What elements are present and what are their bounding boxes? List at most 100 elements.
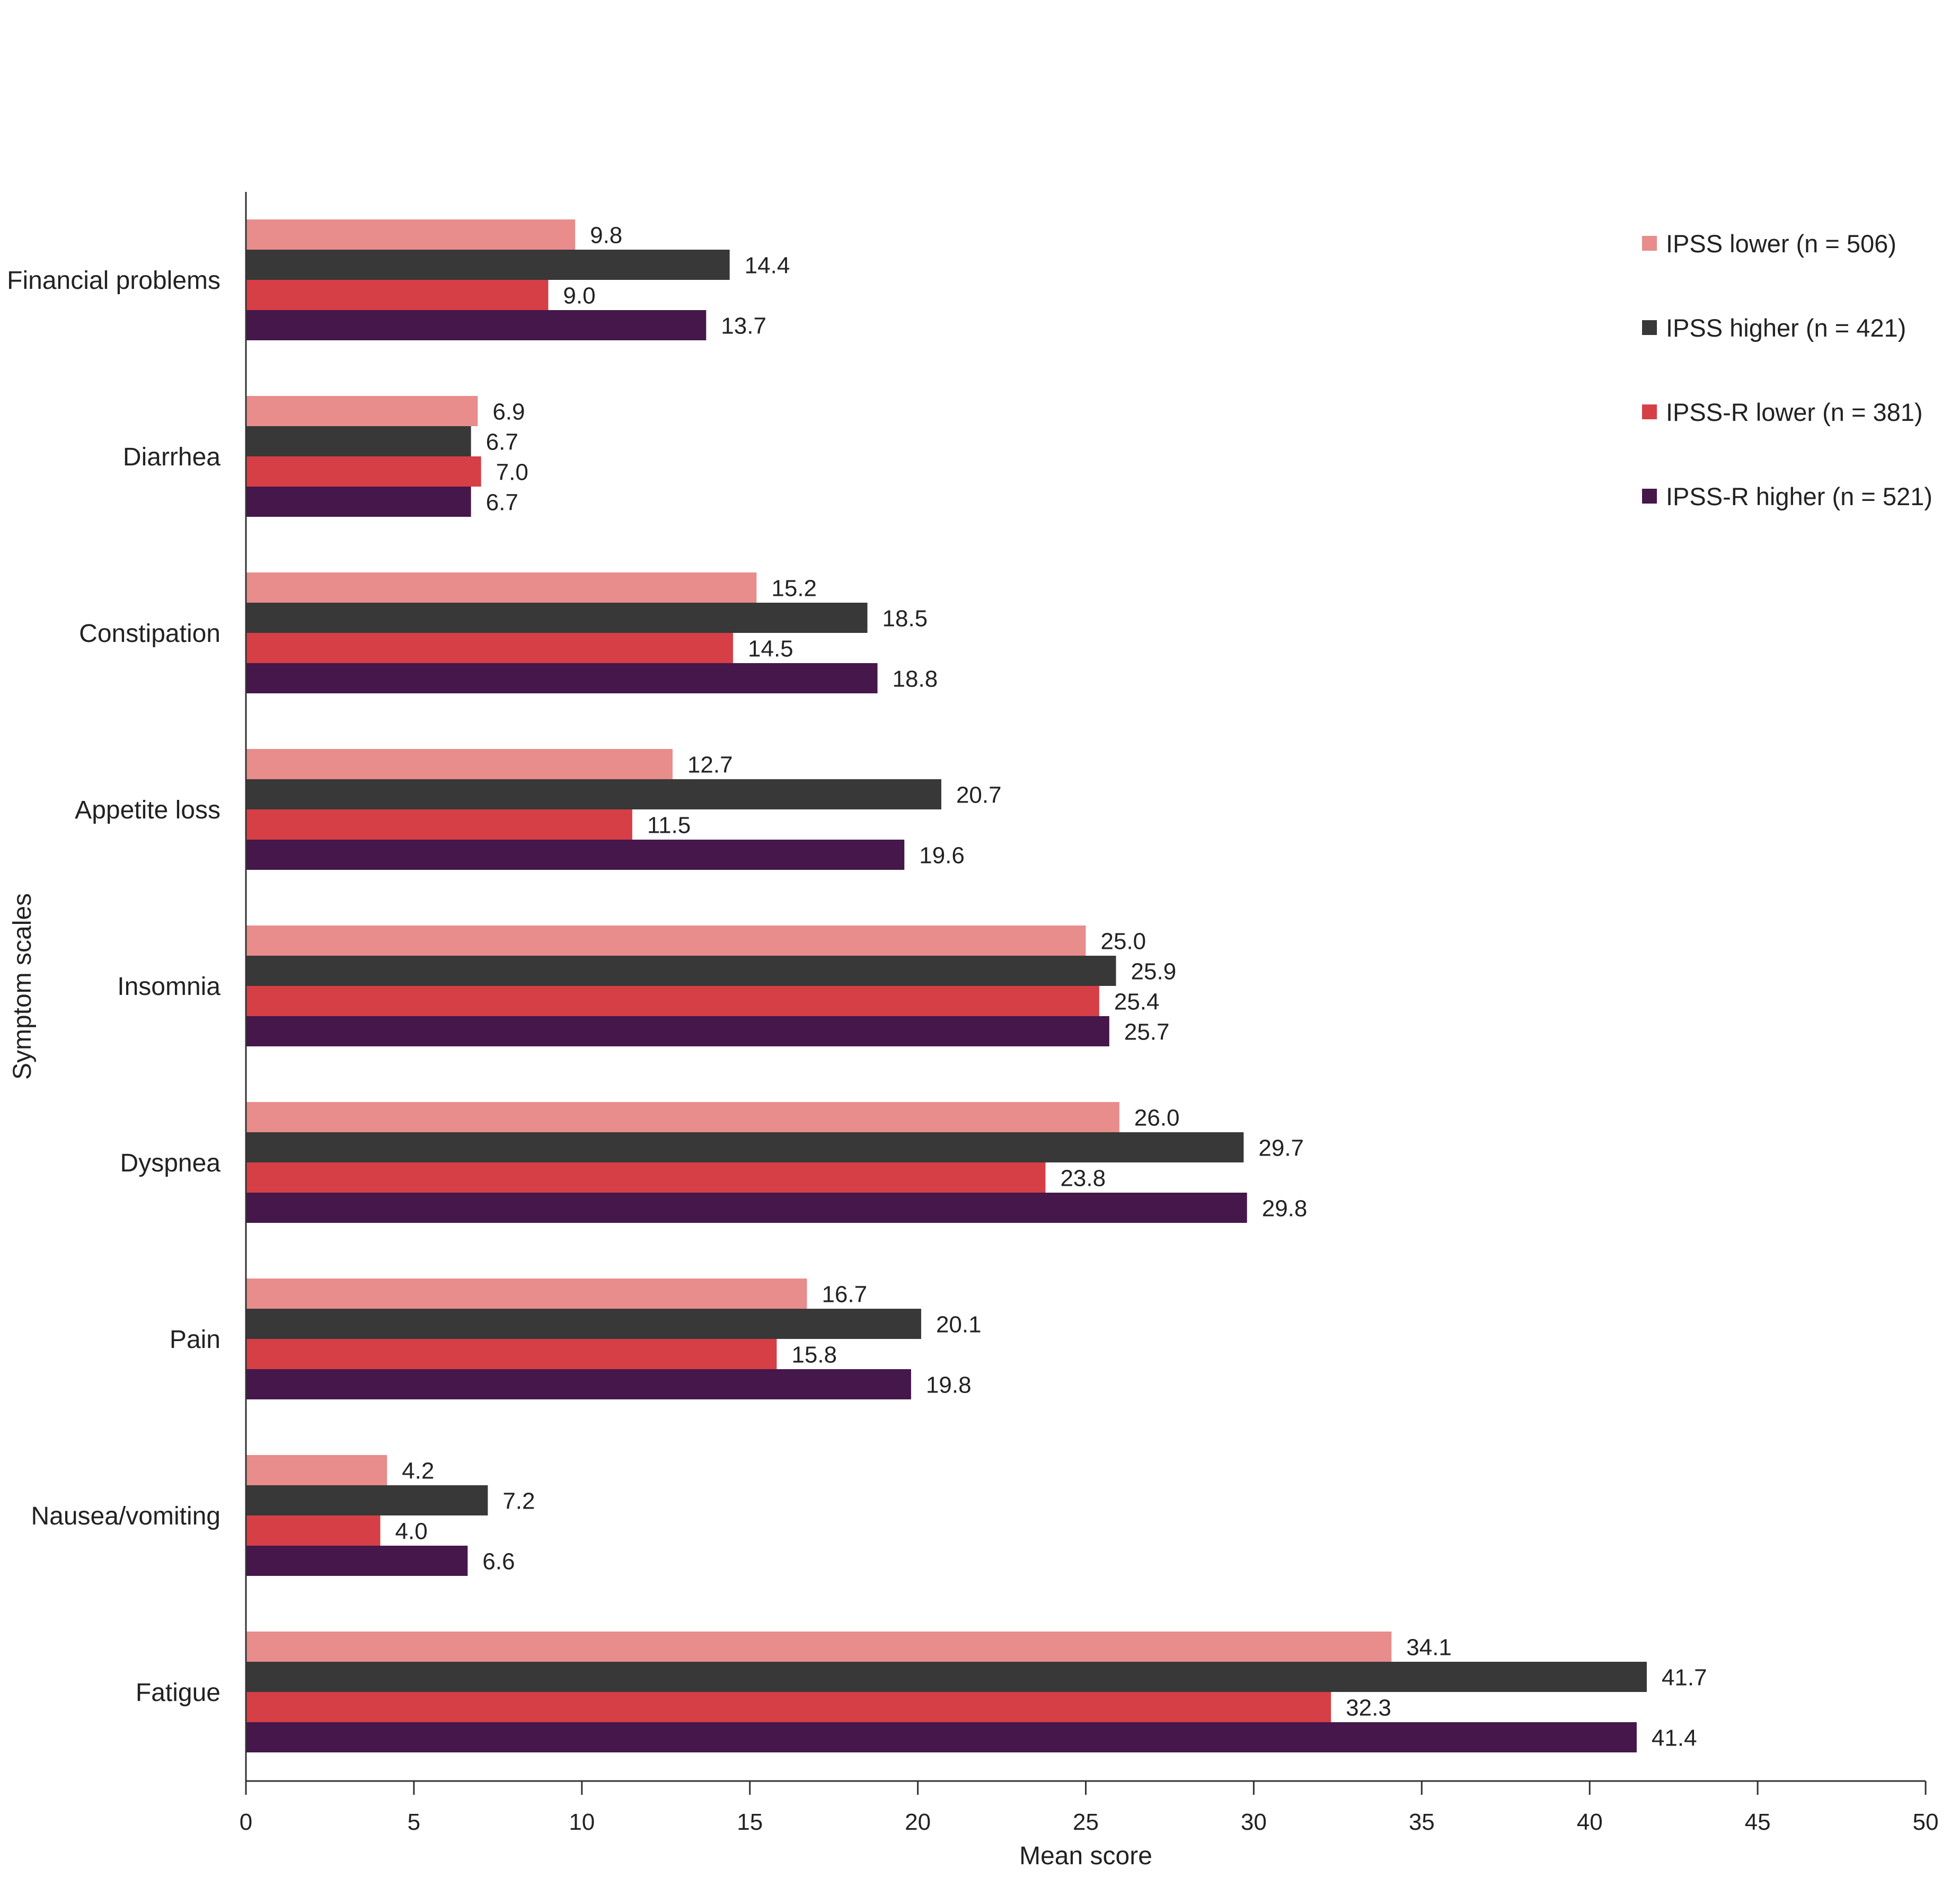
value-label-2-0: 15.2	[771, 576, 817, 602]
legend-swatch-0	[1642, 236, 1657, 251]
bar-7-0	[246, 1455, 387, 1485]
x-ticks-layer: 0 5 10 15 20 25 30 35 40 45 50	[240, 1781, 1939, 1835]
value-label-2-3: 18.8	[893, 666, 938, 692]
bar-6-0	[246, 1279, 807, 1309]
bar-5-0	[246, 1102, 1119, 1132]
bar-2-2	[246, 633, 734, 663]
bar-0-1	[246, 250, 730, 280]
value-label-7-0: 4.2	[402, 1458, 434, 1484]
value-label-3-3: 19.6	[919, 843, 965, 869]
value-label-4-1: 25.9	[1131, 959, 1177, 985]
value-label-7-1: 7.2	[502, 1488, 535, 1514]
bar-8-2	[246, 1692, 1331, 1722]
bar-8-1	[246, 1662, 1647, 1692]
value-label-5-0: 26.0	[1134, 1105, 1180, 1131]
x-tick-label-5: 25	[1073, 1809, 1099, 1835]
value-label-1-3: 6.7	[486, 490, 518, 516]
x-tick-label-3: 15	[737, 1809, 763, 1835]
bar-2-3	[246, 663, 878, 693]
category-label-5: Dyspnea	[120, 1149, 221, 1177]
bar-4-0	[246, 925, 1086, 956]
bar-3-0	[246, 749, 673, 779]
x-tick-label-6: 30	[1241, 1809, 1267, 1835]
bars-layer	[246, 219, 1647, 1752]
legend-swatch-2	[1642, 404, 1657, 419]
value-label-6-1: 20.1	[936, 1312, 982, 1338]
bar-2-1	[246, 603, 868, 633]
value-label-0-0: 9.8	[590, 223, 622, 249]
value-label-0-2: 9.0	[563, 283, 595, 309]
value-label-0-3: 13.7	[721, 313, 766, 339]
x-tick-label-9: 45	[1745, 1809, 1771, 1835]
bar-5-2	[246, 1162, 1046, 1193]
legend-label-2: IPSS-R lower (n = 381)	[1666, 398, 1923, 426]
value-label-1-0: 6.9	[492, 399, 525, 425]
category-label-4: Insomnia	[117, 973, 220, 1001]
category-labels-layer: Financial problems Diarrhea Constipation Ap…	[7, 267, 220, 1707]
value-label-8-3: 41.4	[1652, 1725, 1697, 1751]
bar-3-3	[246, 840, 905, 870]
bar-0-3	[246, 310, 707, 340]
bar-5-1	[246, 1132, 1244, 1162]
value-label-1-1: 6.7	[486, 429, 518, 455]
bar-7-1	[246, 1485, 488, 1515]
bar-5-3	[246, 1193, 1247, 1223]
x-tick-label-8: 40	[1577, 1809, 1603, 1835]
category-label-0: Financial problems	[7, 267, 220, 295]
value-label-8-1: 41.7	[1662, 1665, 1707, 1691]
value-label-4-2: 25.4	[1114, 989, 1160, 1015]
value-label-8-2: 32.3	[1346, 1695, 1391, 1721]
category-label-6: Pain	[170, 1326, 220, 1354]
value-label-7-2: 4.0	[395, 1519, 428, 1545]
bar-2-0	[246, 572, 757, 603]
value-label-5-3: 29.8	[1262, 1196, 1308, 1222]
bar-3-2	[246, 809, 632, 840]
bar-6-1	[246, 1309, 921, 1339]
legend-label-0: IPSS lower (n = 506)	[1666, 230, 1896, 258]
legend-swatch-1	[1642, 320, 1657, 335]
value-label-3-1: 20.7	[956, 782, 1002, 808]
y-axis-title: Symptom scales	[8, 893, 37, 1080]
x-tick-label-1: 5	[408, 1809, 420, 1835]
x-tick-label-4: 20	[905, 1809, 931, 1835]
x-tick-label-7: 35	[1409, 1809, 1435, 1835]
legend-label-1: IPSS higher (n = 421)	[1666, 314, 1906, 342]
legend-swatch-3	[1642, 489, 1657, 504]
bar-8-0	[246, 1632, 1392, 1662]
value-label-3-0: 12.7	[687, 752, 733, 778]
value-label-5-1: 29.7	[1258, 1135, 1304, 1161]
bar-0-2	[246, 280, 549, 310]
value-label-0-1: 14.4	[745, 253, 790, 279]
value-label-7-3: 6.6	[482, 1549, 515, 1575]
value-label-1-2: 7.0	[496, 460, 528, 486]
value-label-2-2: 14.5	[748, 636, 793, 662]
legend-label-3: IPSS-R higher (n = 521)	[1666, 482, 1932, 510]
bar-0-0	[246, 219, 576, 250]
x-tick-label-2: 10	[569, 1809, 595, 1835]
bar-1-3	[246, 487, 471, 517]
category-label-8: Fatigue	[136, 1679, 220, 1707]
bar-3-1	[246, 779, 941, 809]
x-tick-label-0: 0	[240, 1809, 252, 1835]
value-label-6-3: 19.8	[926, 1372, 972, 1398]
category-label-1: Diarrhea	[123, 443, 220, 471]
value-label-4-0: 25.0	[1101, 929, 1146, 955]
value-label-6-2: 15.8	[791, 1342, 837, 1368]
category-label-7: Nausea/vomiting	[31, 1502, 220, 1530]
value-label-4-3: 25.7	[1124, 1019, 1170, 1045]
x-tick-label-10: 50	[1913, 1809, 1939, 1835]
x-axis-title: Mean score	[1019, 1842, 1152, 1870]
bar-7-3	[246, 1546, 468, 1576]
category-label-2: Constipation	[79, 620, 220, 648]
value-label-6-0: 16.7	[822, 1282, 867, 1308]
bar-4-2	[246, 986, 1099, 1016]
bar-6-3	[246, 1369, 911, 1399]
value-label-8-0: 34.1	[1406, 1635, 1452, 1661]
legend: IPSS lower (n = 506) IPSS higher (n = 421…	[1642, 230, 1932, 510]
bar-8-3	[246, 1722, 1637, 1752]
value-label-2-1: 18.5	[883, 606, 928, 632]
value-label-3-2: 11.5	[647, 813, 691, 839]
bar-1-1	[246, 426, 471, 456]
bar-7-2	[246, 1515, 381, 1546]
bar-4-3	[246, 1016, 1109, 1046]
